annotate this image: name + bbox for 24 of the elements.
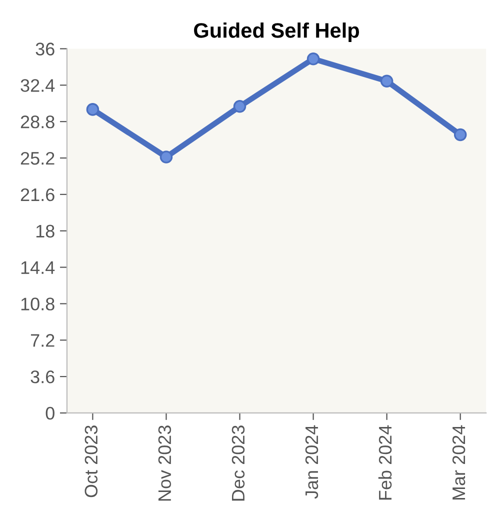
y-tick-label: 36 bbox=[36, 42, 54, 56]
point bbox=[86, 103, 100, 116]
point bbox=[306, 52, 320, 66]
x-tick-label: Mar 2024 bbox=[452, 425, 466, 500]
y-tick-label: 21.6 bbox=[20, 188, 54, 202]
point bbox=[233, 100, 246, 113]
x-tick-label: Jan 2024 bbox=[305, 425, 318, 499]
x-tick-label: Nov 2023 bbox=[158, 426, 172, 501]
point bbox=[380, 74, 394, 88]
y-tick-label: 10.8 bbox=[21, 298, 54, 310]
point bbox=[454, 128, 467, 142]
y-tick-label: 14.4 bbox=[21, 261, 55, 274]
y-tick-label: 7.2 bbox=[30, 334, 54, 347]
x-tick-label: Dec 2023 bbox=[232, 426, 245, 501]
x-tick-label: Feb 2024 bbox=[378, 425, 392, 500]
y-tick-label: 25.2 bbox=[20, 152, 54, 165]
x-tick-label: Oct 2023 bbox=[84, 426, 98, 498]
y-tick-label: 32.4 bbox=[20, 79, 55, 92]
chart-title: Guided Self Help bbox=[194, 22, 360, 42]
y-tick-label: 18 bbox=[36, 224, 54, 238]
y-tick-label: 28.8 bbox=[20, 116, 54, 128]
y-tick-label: 3.6 bbox=[30, 370, 54, 384]
point bbox=[160, 150, 173, 164]
y-tick-label: 0 bbox=[46, 406, 54, 420]
